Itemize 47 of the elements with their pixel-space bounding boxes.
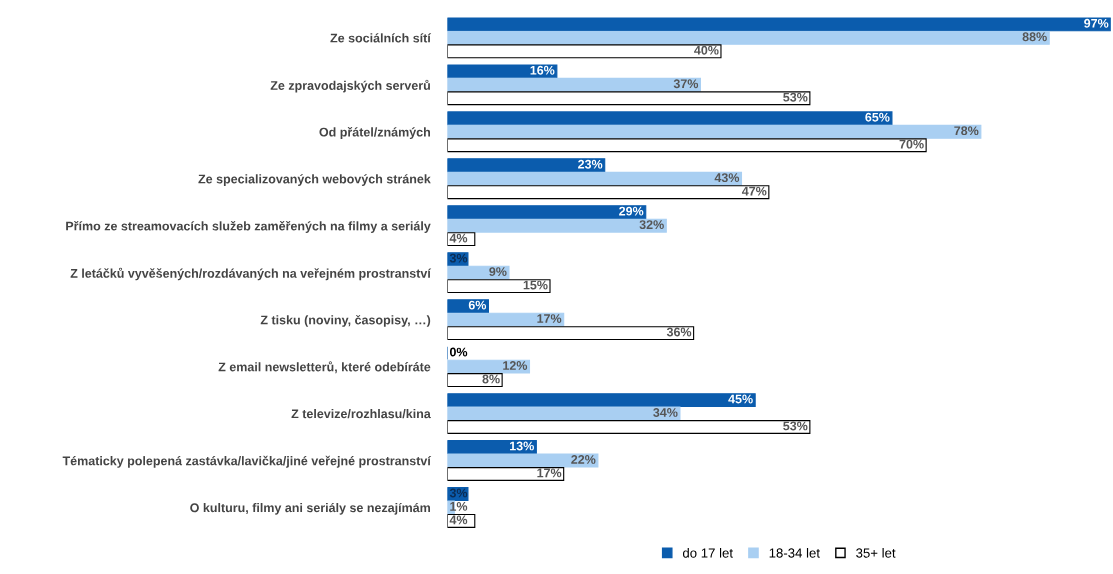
y-tick-label: Přímo ze streamovacích služeb zaměřených na filmy a seriály <box>66 221 431 233</box>
data-label: 29% <box>619 206 644 216</box>
data-label: 13% <box>510 441 534 451</box>
data-label: 47% <box>741 186 767 196</box>
data-label: 70% <box>899 139 924 149</box>
y-tick-label: Ze zpravodajských serverů <box>270 79 430 93</box>
data-label: 37% <box>673 79 699 89</box>
data-label: 45% <box>728 394 753 404</box>
data-label: 15% <box>523 280 548 290</box>
data-label: 3% <box>449 253 468 263</box>
data-label: 4% <box>449 233 468 243</box>
data-label: 9% <box>489 267 507 277</box>
y-tick-label: Ze sociálních sítí <box>330 33 432 43</box>
data-label: 6% <box>468 300 487 310</box>
y-tick-label: Ze specializovaných webových stránek <box>198 174 431 186</box>
data-label: 8% <box>482 374 500 384</box>
y-tick-label: Z email newsletterů, které odebíráte <box>218 361 431 374</box>
y-tick-label: O kulturu, filmy ani seriály se nezajímám <box>190 502 430 515</box>
data-label: 40% <box>694 45 719 55</box>
data-label: 16% <box>530 65 555 75</box>
data-label: 78% <box>954 126 979 136</box>
data-label: 4% <box>449 515 468 525</box>
data-label: 43% <box>714 173 740 183</box>
data-label: 97% <box>1084 18 1109 28</box>
y-tick-label: Z letáčků vyvěšených/rozdávaných na veřejném prostranství <box>70 267 432 281</box>
data-label: 0% <box>449 347 468 357</box>
y-tick-label: Tématicky polepená zastávka/lavička/jiné veřejné prostranství <box>62 455 432 468</box>
data-label: 65% <box>865 112 890 122</box>
y-tick-label: Z televize/rozhlasu/kina <box>291 409 431 419</box>
data-label: 17% <box>537 468 562 478</box>
data-label: 22% <box>571 455 596 464</box>
data-label: 12% <box>503 361 528 370</box>
data-label: 23% <box>578 159 603 169</box>
data-label: 34% <box>653 408 678 417</box>
data-label: 3% <box>449 488 468 498</box>
data-label: 36% <box>666 327 692 337</box>
data-label: 1% <box>450 502 468 511</box>
data-label: 53% <box>783 92 808 102</box>
legend-label: do 17 let <box>682 547 733 558</box>
y-tick-label: Z tisku (noviny, časopisy, …) <box>260 314 431 327</box>
data-label: 53% <box>783 421 808 431</box>
legend-label: 35+ let <box>856 547 896 558</box>
y-tick-label: Od přátel/známých <box>319 127 430 140</box>
data-label: 32% <box>639 220 664 230</box>
data-label: 88% <box>1022 32 1047 42</box>
data-label: 17% <box>537 314 562 323</box>
legend-label: 18-34 let <box>769 547 820 558</box>
